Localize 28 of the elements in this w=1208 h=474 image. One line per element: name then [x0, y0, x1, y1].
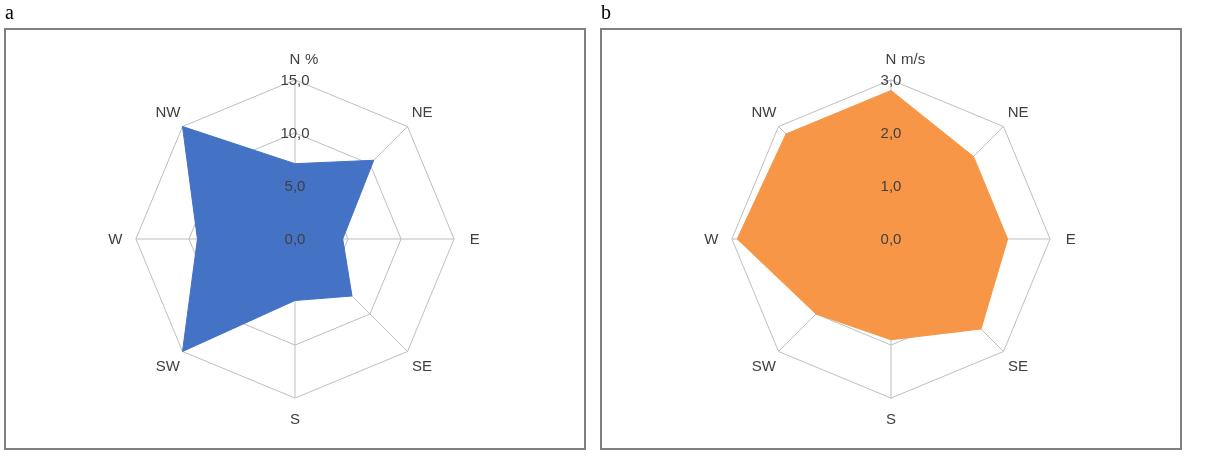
- y-tick-label: 10,0: [280, 123, 310, 141]
- spoke-label: S: [289, 409, 301, 427]
- spoke-label: W: [704, 230, 720, 247]
- y-tick-label: 3,0: [880, 70, 902, 88]
- y-tick-label: 2,0: [880, 123, 902, 141]
- text: %: [305, 50, 319, 68]
- text: m/s: [901, 50, 926, 68]
- spoke-label: S: [885, 409, 897, 427]
- spoke-label: SW: [155, 357, 181, 375]
- spoke-label: N: [885, 50, 897, 68]
- spoke-label: NW: [751, 102, 778, 120]
- spoke-label: NW: [155, 102, 182, 120]
- y-tick-label: 15,0: [280, 70, 310, 88]
- spoke-label: NE: [411, 102, 433, 120]
- spoke-label: SE: [412, 357, 433, 375]
- spoke-label: NE: [1007, 102, 1029, 120]
- spoke-label: W: [108, 230, 124, 247]
- spoke-label: SE: [1008, 357, 1029, 375]
- spoke-label: E: [1065, 230, 1076, 247]
- chart-title: b: [601, 1, 611, 23]
- spoke-label: N: [289, 50, 301, 68]
- spoke-label: SW: [751, 357, 777, 375]
- y-tick-label: 1,0: [880, 176, 902, 194]
- y-tick-label: 0,0: [284, 230, 306, 247]
- y-tick-label: 0,0: [880, 230, 902, 247]
- spoke-label: E: [469, 230, 480, 247]
- chart-title: a: [5, 1, 14, 23]
- y-tick-label: 5,0: [284, 176, 306, 194]
